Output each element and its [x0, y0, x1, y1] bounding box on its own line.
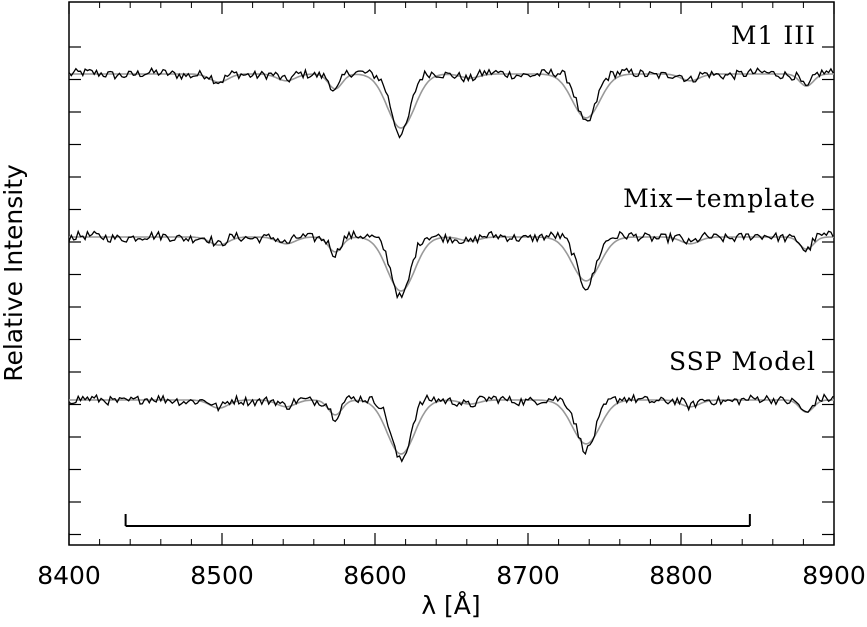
x-axis-title: λ [Å]: [421, 591, 480, 620]
observed-spectrum-line: [68, 393, 834, 463]
y-axis-title: Relative Intensity: [0, 164, 28, 382]
x-tick-label: 8900: [802, 561, 866, 590]
fit-range-bracket: [124, 514, 751, 527]
spectrum-label: Mix−template: [623, 184, 816, 213]
spectrum-label: SSP Model: [669, 347, 816, 376]
labels-layer: M1 III Mix−template SSP Model: [623, 21, 816, 376]
x-tick-label: 8400: [37, 561, 101, 590]
template-spectrum-line: [69, 399, 834, 455]
template-spectrum-line: [69, 236, 834, 292]
series-layer: [68, 66, 834, 463]
x-ticks: 8400 8500 8600 8700 8800 8900: [37, 2, 866, 590]
y-ticks: [69, 46, 834, 536]
spectrum-label: M1 III: [731, 21, 816, 50]
x-tick-label: 8500: [190, 561, 254, 590]
x-tick-label: 8800: [649, 561, 713, 590]
plot-frame: [68, 1, 835, 546]
x-tick-label: 8600: [343, 561, 407, 590]
x-tick-label: 8700: [496, 561, 560, 590]
observed-spectrum-line: [68, 229, 834, 300]
template-spectrum-line: [69, 73, 834, 129]
observed-spectrum-line: [68, 66, 834, 139]
